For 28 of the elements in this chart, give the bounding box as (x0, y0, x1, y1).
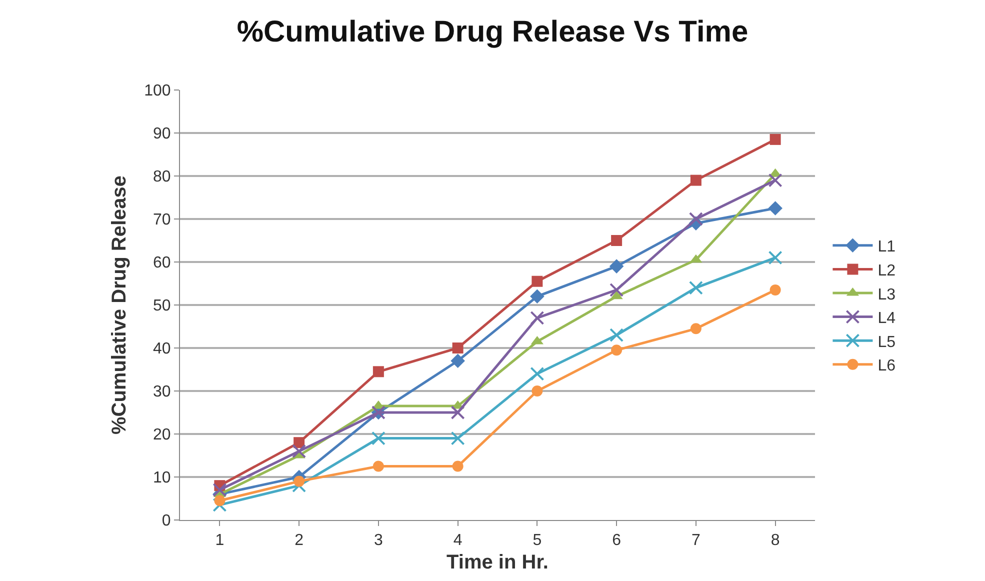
legend-label: L2 (878, 262, 896, 280)
x-tick-label: 4 (453, 532, 462, 550)
legend-label: L6 (878, 358, 896, 375)
x-axis-title: Time in Hr. (446, 552, 548, 574)
chart-title: %Cumulative Drug Release Vs Time (236, 15, 748, 48)
x-tick-label: 2 (294, 532, 304, 550)
y-tick-label: 70 (153, 212, 171, 229)
y-axis-title: %Cumulative Drug Release (108, 176, 131, 434)
y-tick-label: 10 (153, 470, 171, 487)
y-tick-label: 0 (162, 512, 171, 530)
x-tick-label: 3 (374, 532, 383, 550)
x-tick-label: 1 (215, 532, 224, 550)
y-tick-label: 40 (153, 340, 171, 358)
x-tick-label: 8 (770, 532, 780, 550)
y-tick-label: 60 (153, 254, 171, 272)
y-tick-label: 90 (153, 126, 171, 143)
y-tick-label: 20 (153, 426, 171, 444)
legend-label: L4 (878, 310, 896, 328)
y-tick-label: 100 (144, 82, 171, 100)
legend-label: L3 (878, 286, 896, 304)
y-tick-label: 30 (153, 384, 171, 401)
x-tick-label: 5 (532, 532, 542, 550)
y-tick-label: 50 (153, 298, 171, 315)
legend-label: L1 (878, 238, 896, 256)
legend-label: L5 (878, 334, 896, 351)
x-tick-label: 6 (612, 532, 622, 550)
x-tick-label: 7 (691, 532, 700, 550)
y-tick-label: 80 (153, 168, 171, 186)
